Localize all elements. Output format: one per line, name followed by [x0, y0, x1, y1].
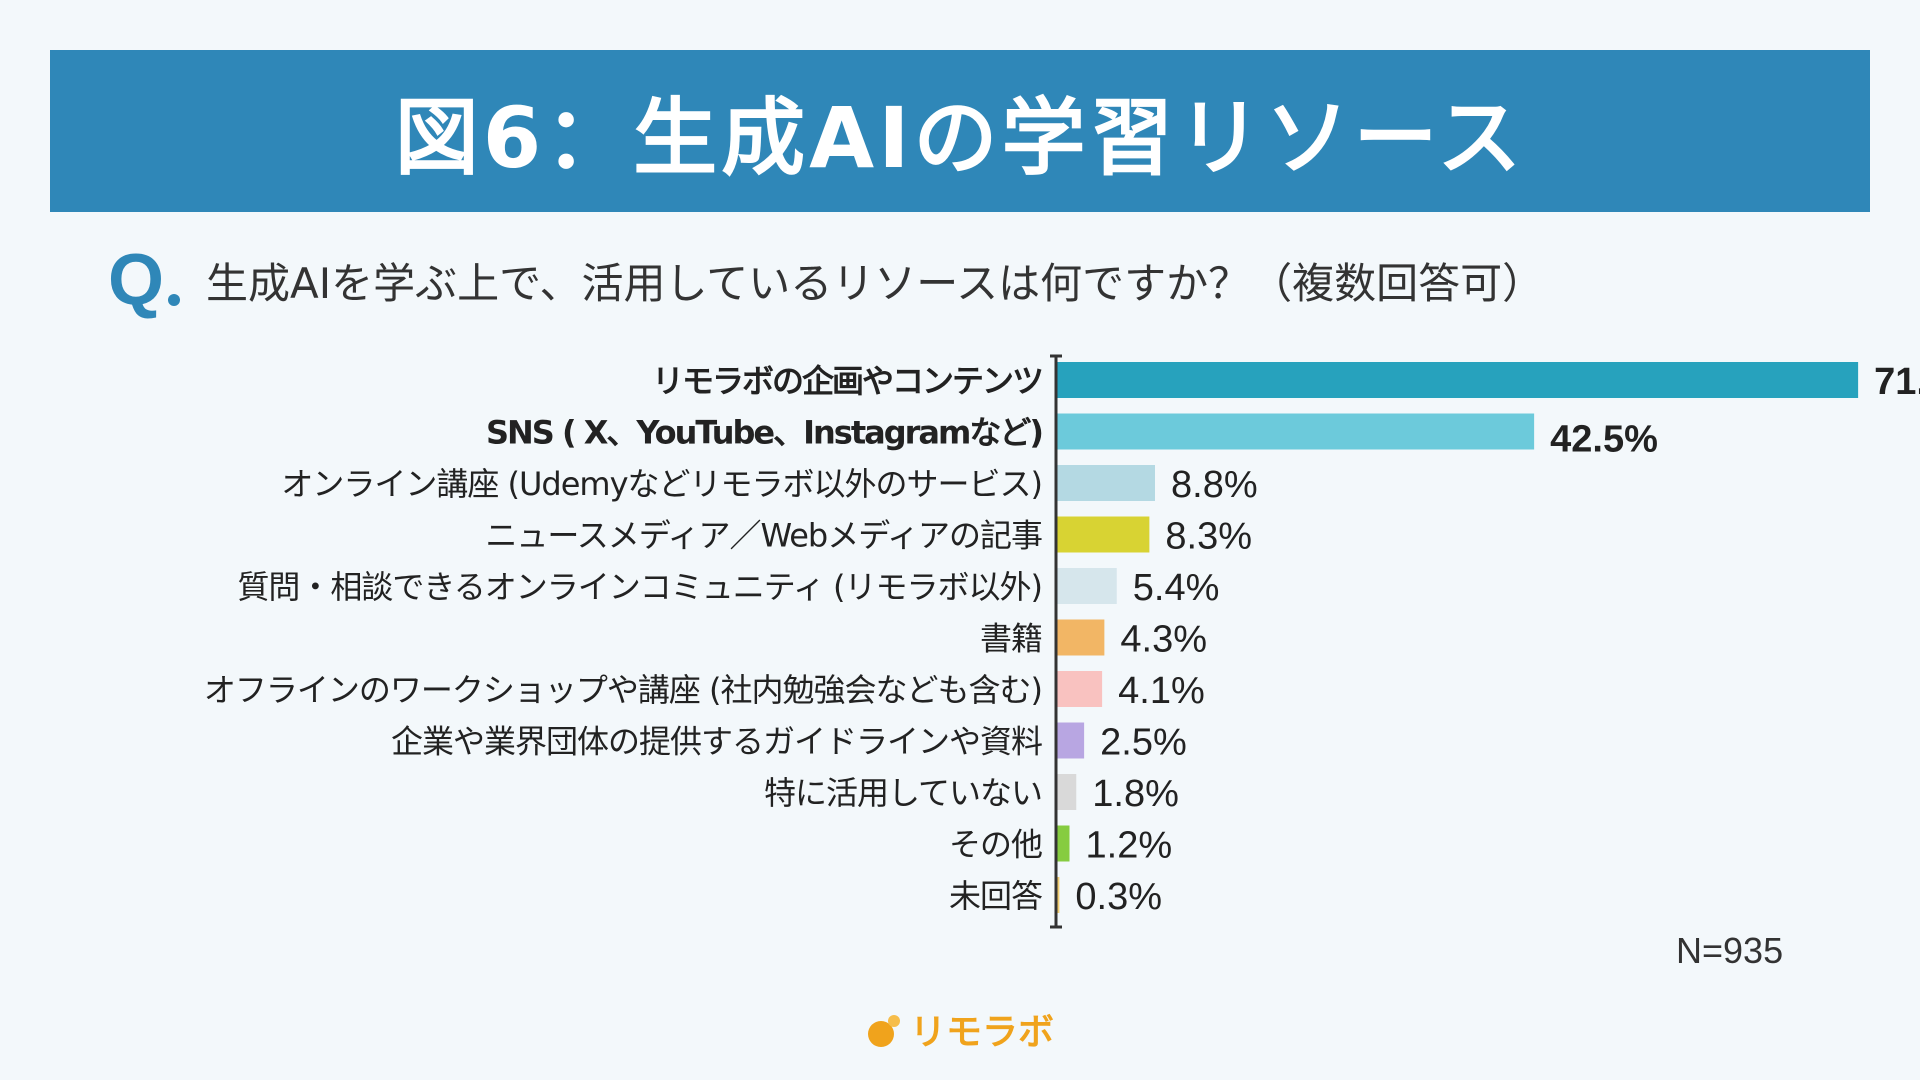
- bar-6: [1056, 671, 1103, 707]
- category-label-8: 特に活用していない: [764, 774, 1042, 812]
- value-label-8: 1.8%: [1092, 773, 1179, 815]
- category-label-0: リモラボの企画やコンテンツ: [652, 362, 1042, 400]
- title-banner: 図6：生成AIの学習リソース: [50, 50, 1870, 212]
- category-label-7: 企業や業界団体の提供するガイドラインや資料: [391, 723, 1042, 761]
- category-label-4: 質問・相談できるオンラインコミュニティ (リモラボ以外): [237, 568, 1042, 606]
- value-label-0: 71.3%: [1874, 361, 1920, 403]
- bar-1: [1056, 413, 1535, 450]
- logo-text: リモラボ: [910, 1012, 1055, 1053]
- logo-mark-icon: [868, 1011, 904, 1047]
- category-label-10: 未回答: [949, 877, 1043, 915]
- value-label-1: 42.5%: [1550, 419, 1658, 461]
- question-block: Q 生成AIを学ぶ上で、活用しているリソースは何ですか？（複数回答可）: [108, 244, 1544, 316]
- bar-2: [1056, 465, 1155, 501]
- bar-9: [1056, 825, 1070, 862]
- category-label-9: その他: [949, 826, 1042, 864]
- bar-10: [1056, 877, 1060, 913]
- category-label-1: SNS ( X、YouTube、Instagramなど): [486, 414, 1042, 452]
- value-label-3: 8.3%: [1165, 516, 1252, 558]
- category-label-5: 書籍: [980, 620, 1042, 658]
- value-label-10: 0.3%: [1075, 876, 1162, 918]
- category-label-6: オフラインのワークショップや講座 (社内勉強会なども含む): [204, 671, 1042, 709]
- value-label-9: 1.2%: [1086, 825, 1173, 867]
- bar-3: [1056, 516, 1150, 553]
- bar-8: [1056, 774, 1077, 810]
- category-label-3: ニュースメディア／Webメディアの記事: [485, 517, 1042, 555]
- bar-7: [1056, 722, 1085, 759]
- sample-size-label: N=935: [1676, 930, 1784, 971]
- value-label-7: 2.5%: [1100, 722, 1187, 764]
- question-text: 生成AIを学ぶ上で、活用しているリソースは何ですか？（複数回答可）: [206, 258, 1545, 308]
- question-mark-icon: Q: [108, 240, 165, 320]
- bar-5: [1056, 619, 1105, 656]
- bar-0: [1056, 362, 1859, 398]
- bar-4: [1056, 568, 1117, 604]
- question-dot-icon: [168, 294, 181, 306]
- value-label-2: 8.8%: [1171, 464, 1258, 506]
- value-label-4: 5.4%: [1133, 567, 1220, 609]
- brand-logo: リモラボ: [868, 1003, 1054, 1055]
- category-label-2: オンライン講座 (Udemyなどリモラボ以外のサービス): [281, 465, 1042, 503]
- chart-title: 図6：生成AIの学習リソース: [394, 88, 1526, 187]
- value-label-6: 4.1%: [1118, 670, 1205, 712]
- value-label-5: 4.3%: [1120, 619, 1207, 661]
